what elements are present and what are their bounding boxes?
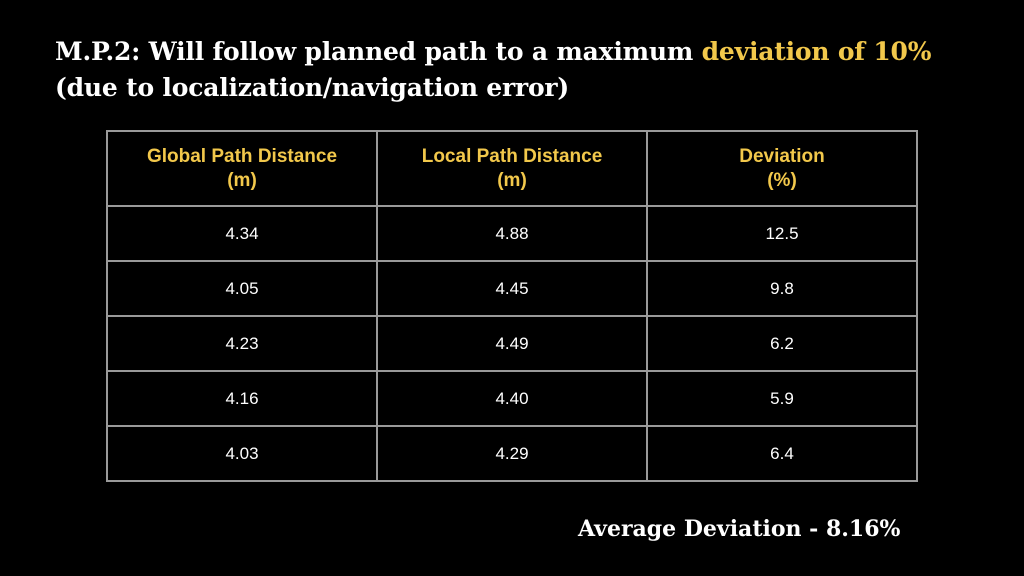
table-row: 4.23 4.49 6.2 (106, 315, 918, 372)
title-line-2: (due to localization/navigation error) (55, 73, 570, 102)
header-label: Local Path Distance (421, 145, 603, 167)
table-row: 4.05 4.45 9.8 (106, 260, 918, 317)
cell-global-distance: 4.34 (106, 205, 378, 262)
header-unit: (m) (497, 169, 527, 191)
cell-local-distance: 4.45 (376, 260, 648, 317)
cell-global-distance: 4.05 (106, 260, 378, 317)
cell-local-distance: 4.88 (376, 205, 648, 262)
title-prefix: M.P.2: Will follow planned path to a max… (55, 37, 702, 66)
header-label: Global Path Distance (146, 145, 338, 167)
header-unit: (%) (767, 169, 797, 191)
cell-global-distance: 4.23 (106, 315, 378, 372)
table-header-row: Global Path Distance (m) Local Path Dist… (106, 130, 918, 207)
header-label: Deviation (739, 145, 825, 167)
cell-deviation: 6.2 (646, 315, 918, 372)
cell-global-distance: 4.16 (106, 370, 378, 427)
cell-local-distance: 4.40 (376, 370, 648, 427)
title-highlight: deviation of 10% (701, 37, 932, 66)
cell-local-distance: 4.29 (376, 425, 648, 482)
header-global-path-distance: Global Path Distance (m) (106, 130, 378, 207)
table-row: 4.03 4.29 6.4 (106, 425, 918, 482)
cell-deviation: 12.5 (646, 205, 918, 262)
cell-deviation: 5.9 (646, 370, 918, 427)
average-deviation-text: Average Deviation - 8.16% (578, 516, 901, 542)
table-row: 4.16 4.40 5.9 (106, 370, 918, 427)
header-deviation: Deviation (%) (646, 130, 918, 207)
slide-title: M.P.2: Will follow planned path to a max… (55, 34, 995, 106)
cell-deviation: 6.4 (646, 425, 918, 482)
header-local-path-distance: Local Path Distance (m) (376, 130, 648, 207)
cell-local-distance: 4.49 (376, 315, 648, 372)
results-table: Global Path Distance (m) Local Path Dist… (106, 130, 918, 482)
header-unit: (m) (227, 169, 257, 191)
table-row: 4.34 4.88 12.5 (106, 205, 918, 262)
cell-global-distance: 4.03 (106, 425, 378, 482)
cell-deviation: 9.8 (646, 260, 918, 317)
